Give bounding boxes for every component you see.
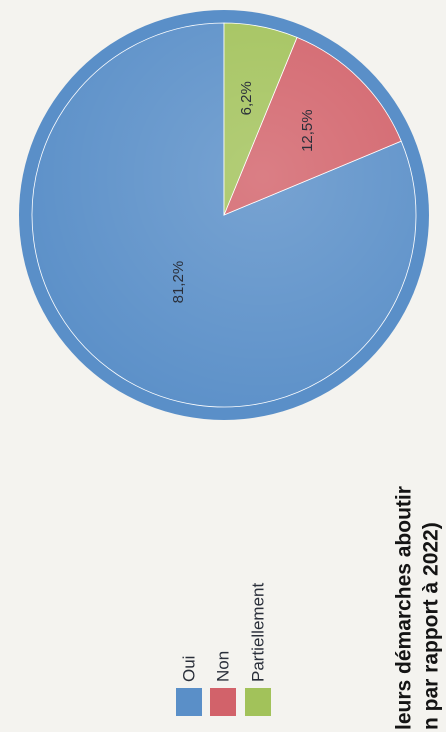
pie-sheen: [32, 23, 416, 407]
legend-label-oui: Oui: [179, 656, 198, 682]
chart-title-line-2: n par rapport à 2022): [420, 522, 443, 730]
slice-value-label-oui: 81,2%: [170, 261, 187, 304]
legend-swatch-oui: [176, 688, 202, 716]
legend-swatch-non: [210, 688, 236, 716]
chart-title: leurs démarches aboutir n par rapport à 2…: [393, 486, 443, 730]
legend: Oui Non Partiellement: [176, 583, 271, 716]
slice-value-label-non: 12,5%: [299, 109, 316, 152]
slice-value-label-partiellement: 6,2%: [238, 81, 255, 115]
slice-labels: 81,2% 12,5% 6,2%: [170, 81, 316, 303]
legend-swatch-partiellement: [245, 688, 271, 716]
chart-title-line-1: leurs démarches aboutir: [393, 486, 416, 730]
legend-label-non: Non: [213, 651, 232, 682]
legend-label-partiellement: Partiellement: [248, 583, 267, 682]
